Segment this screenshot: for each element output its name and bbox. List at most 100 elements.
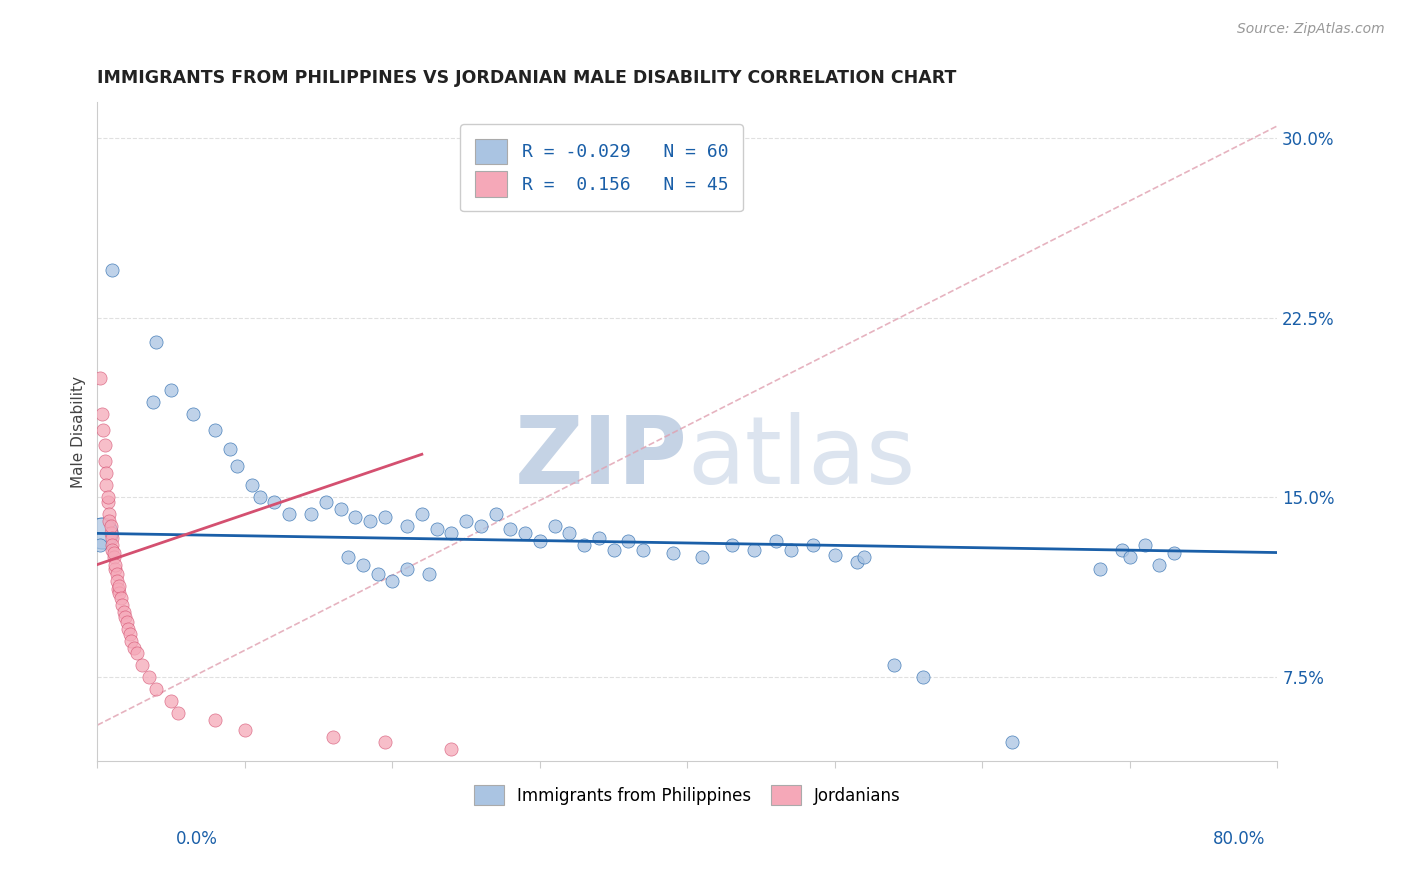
Point <box>105 567 128 582</box>
Text: atlas: atlas <box>688 412 915 504</box>
Point <box>145 682 167 697</box>
Point <box>103 545 125 559</box>
Y-axis label: Male Disability: Male Disability <box>72 376 86 488</box>
Point <box>93 454 115 468</box>
Point <box>617 533 640 548</box>
Point <box>1001 735 1024 749</box>
Point <box>118 627 141 641</box>
Point <box>278 507 301 521</box>
Point <box>114 610 136 624</box>
Text: 0.0%: 0.0% <box>176 830 218 847</box>
Point <box>105 574 128 589</box>
Point <box>1149 558 1171 572</box>
Point <box>513 526 536 541</box>
Point <box>108 586 131 600</box>
Point <box>337 550 360 565</box>
Point <box>853 550 876 565</box>
Point <box>104 558 127 572</box>
Point <box>98 507 121 521</box>
Point <box>661 545 683 559</box>
Point <box>122 641 145 656</box>
Point <box>690 550 713 565</box>
Point <box>100 519 122 533</box>
Point <box>101 538 124 552</box>
Point <box>411 507 433 521</box>
Point <box>97 495 120 509</box>
Point <box>226 459 249 474</box>
Point <box>779 543 801 558</box>
Point <box>138 670 160 684</box>
Point <box>108 579 131 593</box>
Point <box>90 407 112 421</box>
Point <box>110 591 132 606</box>
Point <box>181 407 204 421</box>
Point <box>98 515 121 529</box>
Point <box>374 509 396 524</box>
Point <box>219 442 242 457</box>
Point <box>249 491 271 505</box>
Point <box>588 531 610 545</box>
Point <box>484 507 506 521</box>
Point <box>91 423 114 437</box>
Point <box>912 670 935 684</box>
Text: ZIP: ZIP <box>515 412 688 504</box>
Point <box>801 538 824 552</box>
Point <box>426 522 449 536</box>
Point <box>572 538 595 552</box>
Point <box>101 543 124 558</box>
Point <box>381 574 404 589</box>
Point <box>1163 545 1185 559</box>
Point <box>602 543 624 558</box>
Point <box>112 606 135 620</box>
Text: IMMIGRANTS FROM PHILIPPINES VS JORDANIAN MALE DISABILITY CORRELATION CHART: IMMIGRANTS FROM PHILIPPINES VS JORDANIAN… <box>97 69 956 87</box>
Point <box>720 538 742 552</box>
Point <box>104 562 127 576</box>
Text: Source: ZipAtlas.com: Source: ZipAtlas.com <box>1237 22 1385 37</box>
Point <box>204 714 226 728</box>
Point <box>824 548 846 562</box>
Point <box>299 507 322 521</box>
Point <box>97 491 120 505</box>
Point <box>96 467 118 481</box>
Point <box>367 567 389 582</box>
Point <box>742 543 765 558</box>
Point <box>93 438 115 452</box>
Point <box>322 730 344 744</box>
Point <box>142 394 165 409</box>
Point <box>111 599 134 613</box>
Point <box>543 519 565 533</box>
Point <box>1133 538 1156 552</box>
Point <box>90 526 112 541</box>
Point <box>263 495 285 509</box>
Point <box>1119 550 1142 565</box>
Point <box>101 262 124 277</box>
Point <box>529 533 551 548</box>
Point <box>499 522 522 536</box>
Point <box>89 538 111 552</box>
Point <box>315 495 337 509</box>
Point <box>120 634 142 648</box>
Point <box>204 423 226 437</box>
Point <box>117 622 139 636</box>
Point <box>100 526 122 541</box>
Point <box>352 558 374 572</box>
Point <box>160 383 183 397</box>
Point <box>440 526 463 541</box>
Point <box>396 519 419 533</box>
Point <box>883 658 905 673</box>
Point <box>374 735 396 749</box>
Point <box>103 550 125 565</box>
Point <box>115 615 138 629</box>
Point <box>845 555 868 569</box>
Point <box>89 370 111 384</box>
Legend: Immigrants from Philippines, Jordanians: Immigrants from Philippines, Jordanians <box>467 779 908 812</box>
Point <box>359 515 381 529</box>
Point <box>454 515 477 529</box>
Text: 80.0%: 80.0% <box>1213 830 1265 847</box>
Point <box>167 706 190 720</box>
Point <box>418 567 440 582</box>
Point <box>344 509 367 524</box>
Point <box>107 582 129 596</box>
Point <box>131 658 153 673</box>
Point <box>631 543 654 558</box>
